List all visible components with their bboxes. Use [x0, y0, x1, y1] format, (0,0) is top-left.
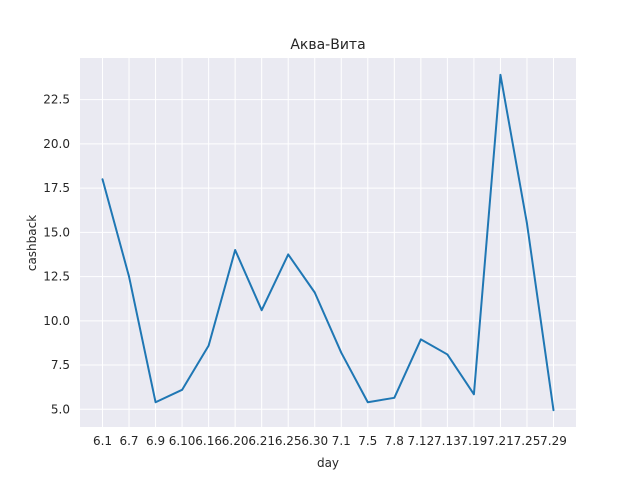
x-tick-label: 7.25 — [514, 434, 541, 448]
y-tick-label: 22.5 — [43, 93, 70, 107]
chart-title: Аква-Вита — [290, 37, 365, 53]
x-tick-label: 6.7 — [119, 434, 138, 448]
x-tick-label: 7.8 — [385, 434, 404, 448]
x-tick-label: 7.13 — [434, 434, 461, 448]
y-tick-label: 15.0 — [43, 225, 70, 239]
y-tick-label: 5.0 — [51, 402, 70, 416]
x-tick-label: 6.1 — [93, 434, 112, 448]
x-tick-label: 6.10 — [169, 434, 196, 448]
x-tick-label: 6.20 — [222, 434, 249, 448]
y-tick-label: 20.0 — [43, 137, 70, 151]
x-tick-label: 7.29 — [540, 434, 567, 448]
x-tick-label: 6.16 — [195, 434, 222, 448]
plot-area — [80, 58, 576, 427]
x-tick-label: 6.30 — [301, 434, 328, 448]
y-tick-label: 17.5 — [43, 181, 70, 195]
y-gridlines — [80, 99, 576, 410]
y-tick-label: 7.5 — [51, 358, 70, 372]
y-axis-label: cashback — [25, 215, 39, 271]
x-axis-label: day — [317, 456, 339, 470]
x-tick-labels: 6.1 6.7 6.9 6.10 6.16 6.20 6.21 6.25 6.30 7.1 7.5 7… — [93, 434, 567, 448]
x-tick-label: 7.12 — [407, 434, 434, 448]
x-tick-label: 7.21 — [487, 434, 514, 448]
x-tick-label: 7.1 — [332, 434, 351, 448]
x-tick-label: 6.21 — [248, 434, 275, 448]
x-tick-label: 7.19 — [461, 434, 488, 448]
y-tick-label: 12.5 — [43, 270, 70, 284]
x-tick-label: 7.5 — [358, 434, 377, 448]
y-tick-label: 10.0 — [43, 314, 70, 328]
x-tick-label: 6.25 — [275, 434, 302, 448]
x-tick-label: 6.9 — [146, 434, 165, 448]
y-tick-labels: 5.0 7.5 10.0 12.5 15.0 17.5 20.0 22.5 — [43, 93, 70, 417]
series-line — [101, 73, 555, 412]
